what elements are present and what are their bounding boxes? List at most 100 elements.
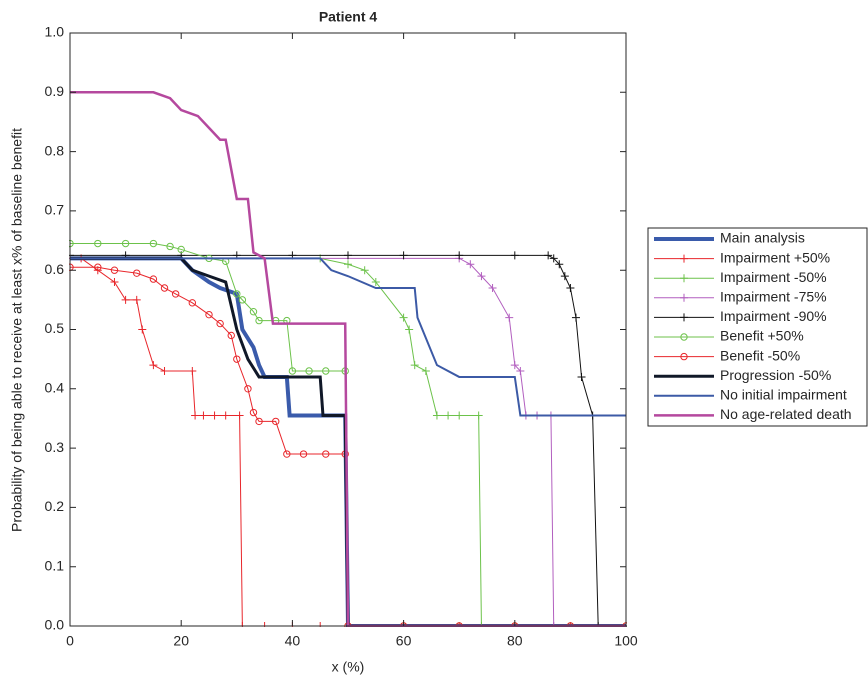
marker xyxy=(510,251,519,260)
x-axis-label: x (%) xyxy=(332,659,365,675)
marker xyxy=(444,411,453,420)
legend-label: Benefit +50% xyxy=(720,328,804,344)
legend-label: Impairment -90% xyxy=(720,308,827,324)
marker xyxy=(188,299,197,307)
marker xyxy=(227,331,235,340)
marker xyxy=(177,245,185,254)
legend-label: Progression -50% xyxy=(720,367,831,383)
marker xyxy=(344,251,352,260)
y-tick-label: 0.0 xyxy=(45,617,65,633)
legend-marker xyxy=(680,352,688,361)
legend-label: Main analysis xyxy=(720,230,805,246)
marker xyxy=(216,319,224,328)
marker xyxy=(149,275,158,283)
marker xyxy=(249,308,258,316)
marker xyxy=(110,266,119,274)
y-tick-label: 0.3 xyxy=(45,439,65,455)
legend: Main analysis Impairment +50% Impairment -… xyxy=(647,227,868,427)
marker xyxy=(191,411,200,420)
legend-label: Impairment -50% xyxy=(720,269,827,285)
marker xyxy=(360,266,369,275)
legend-marker xyxy=(680,274,688,283)
marker xyxy=(110,278,119,287)
y-tick-label: 0.1 xyxy=(45,557,65,573)
y-tick-label: 0.4 xyxy=(45,380,65,396)
series-line xyxy=(70,257,626,417)
legend-label: No age-related death xyxy=(720,406,852,422)
y-tick-label: 0.2 xyxy=(45,498,65,514)
marker xyxy=(255,417,263,426)
series xyxy=(70,91,626,627)
marker xyxy=(410,361,419,370)
x-tick-label: 100 xyxy=(614,633,638,649)
legend-marker xyxy=(680,293,688,302)
marker xyxy=(510,361,519,370)
marker xyxy=(474,411,483,420)
marker xyxy=(577,372,586,381)
y-tick-label: 0.6 xyxy=(45,261,65,277)
marker xyxy=(133,269,141,277)
marker xyxy=(149,239,158,248)
x-tick-label: 40 xyxy=(285,633,301,649)
legend-label: No initial impairment xyxy=(720,387,847,403)
marker xyxy=(549,254,558,263)
marker xyxy=(283,450,291,458)
chart-title: Patient 4 xyxy=(319,9,378,25)
legend-label: Benefit -50% xyxy=(720,347,800,363)
marker xyxy=(233,355,241,363)
marker xyxy=(121,295,130,304)
marker xyxy=(299,450,308,458)
marker xyxy=(405,325,414,334)
marker xyxy=(138,325,147,334)
marker xyxy=(221,411,230,420)
legend-marker xyxy=(680,254,688,263)
marker xyxy=(272,417,280,426)
marker xyxy=(432,411,441,420)
x-tick-label: 0 xyxy=(66,633,74,649)
marker xyxy=(132,295,141,304)
legend-marker xyxy=(680,333,688,341)
marker xyxy=(544,251,553,260)
series xyxy=(70,257,626,417)
marker xyxy=(505,313,514,322)
marker xyxy=(244,385,252,393)
marker xyxy=(322,450,330,458)
marker xyxy=(233,290,241,298)
marker xyxy=(249,408,258,417)
marker xyxy=(477,272,486,281)
marker xyxy=(288,367,297,375)
x-tick-label: 60 xyxy=(396,633,412,649)
legend-marker xyxy=(680,313,688,322)
marker xyxy=(322,367,330,375)
marker xyxy=(371,278,380,287)
marker xyxy=(571,313,580,322)
y-tick-label: 0.8 xyxy=(45,142,65,158)
marker xyxy=(94,239,102,248)
marker xyxy=(466,260,475,269)
marker xyxy=(235,411,244,420)
y-tick-label: 0.5 xyxy=(45,320,65,336)
marker xyxy=(560,272,569,281)
marker xyxy=(210,411,219,420)
marker xyxy=(455,411,464,420)
x-tick-label: 80 xyxy=(507,633,523,649)
marker xyxy=(566,283,575,292)
marker xyxy=(488,283,497,292)
marker xyxy=(121,239,130,248)
series xyxy=(69,254,627,627)
x-tick-label: 20 xyxy=(173,633,189,649)
marker xyxy=(199,411,208,420)
marker xyxy=(238,296,247,304)
y-tick-label: 0.7 xyxy=(45,202,65,218)
marker xyxy=(205,310,213,319)
marker xyxy=(166,242,174,251)
marker xyxy=(188,367,197,376)
marker xyxy=(255,316,263,325)
marker xyxy=(149,361,158,370)
marker xyxy=(421,367,430,376)
marker xyxy=(399,251,408,260)
marker xyxy=(160,284,169,292)
legend-label: Impairment -75% xyxy=(720,289,827,305)
